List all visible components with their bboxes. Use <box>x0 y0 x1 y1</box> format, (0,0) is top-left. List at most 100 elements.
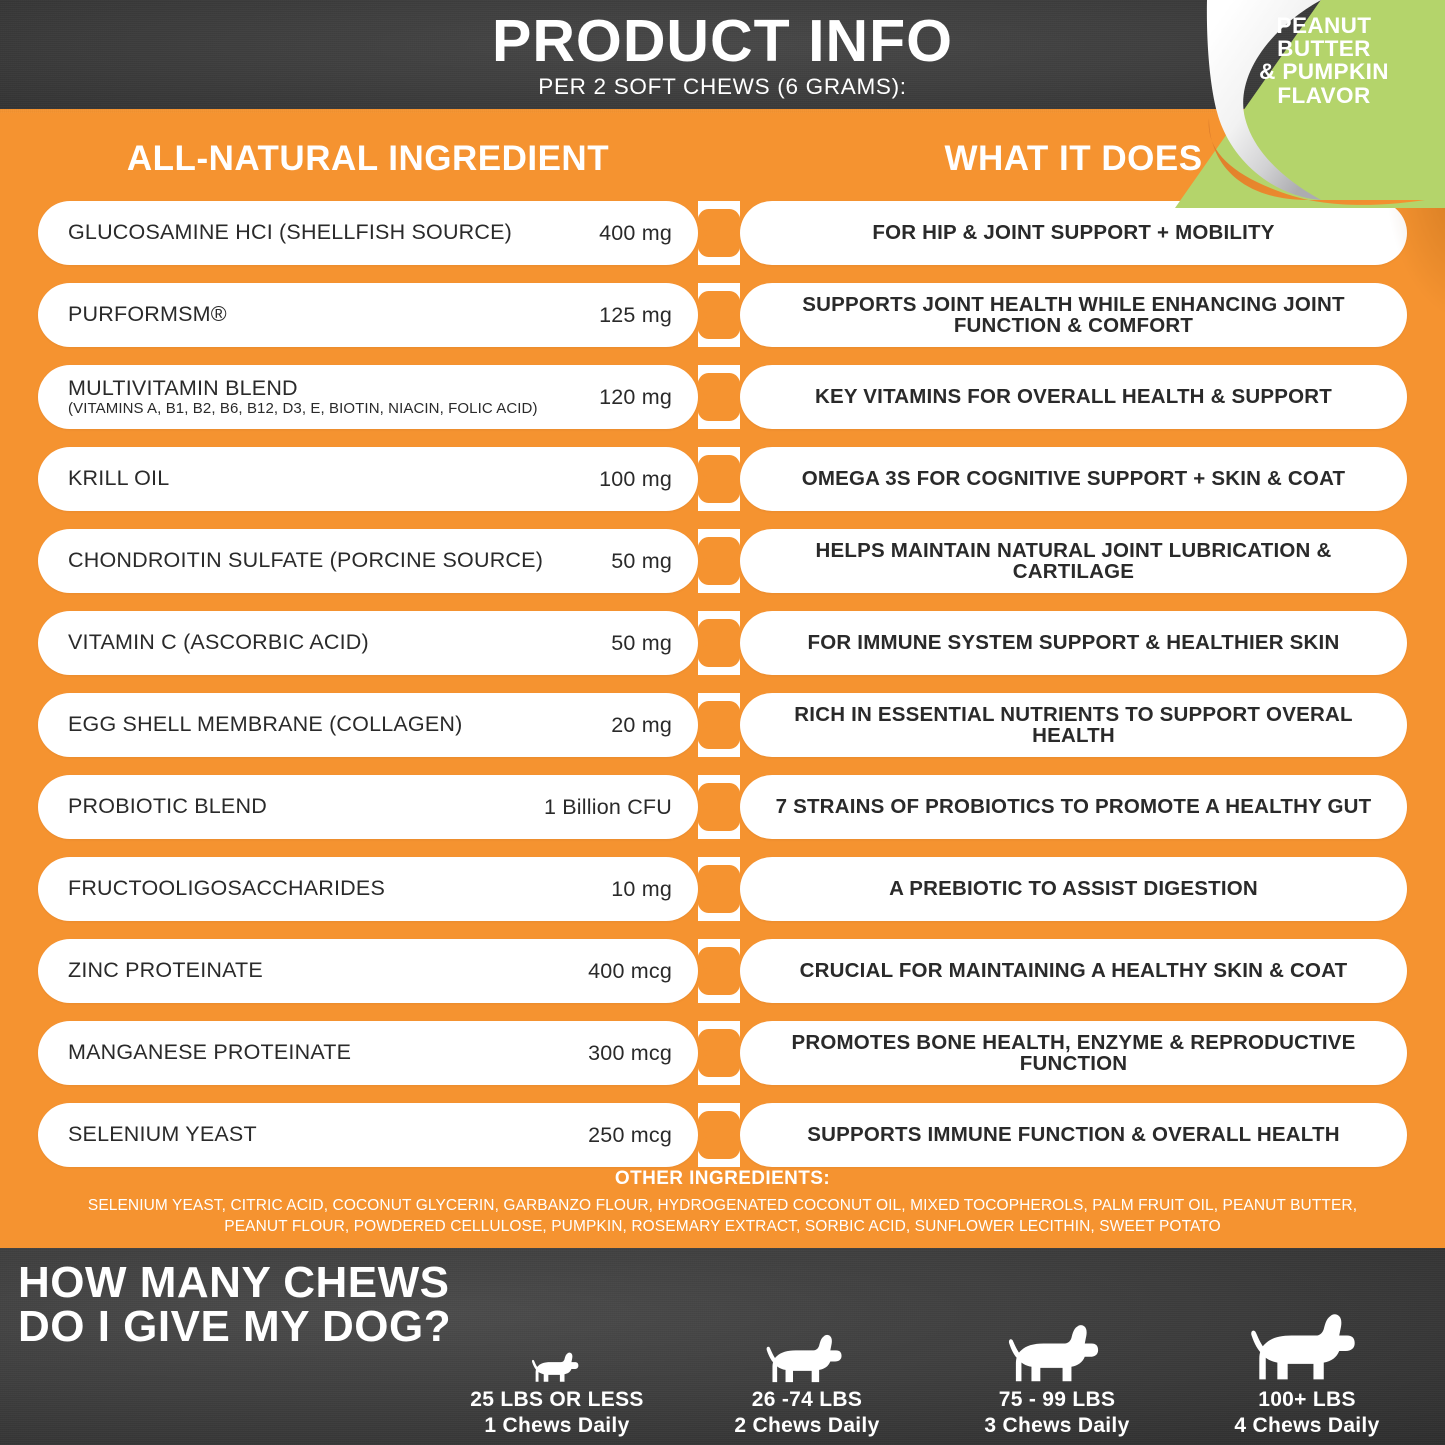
row-connector <box>698 1021 740 1085</box>
ingredient-cell: PROBIOTIC BLEND 1 Billion CFU <box>38 775 698 839</box>
benefit-cell: RICH IN ESSENTIAL NUTRIENTS TO SUPPORT O… <box>740 693 1407 757</box>
column-header-ingredient: ALL-NATURAL INGREDIENT <box>126 139 610 178</box>
table-row: MANGANESE PROTEINATE 300 mcg PROMOTES BONE… <box>0 1021 1445 1103</box>
large-dog-icon <box>1008 1325 1099 1382</box>
row-connector <box>698 611 740 675</box>
benefit-cell: FOR IMMUNE SYSTEM SUPPORT & HEALTHIER SK… <box>740 611 1407 675</box>
ingredient-amount: 50 mg <box>611 548 672 573</box>
other-ingredients-list: SELENIUM YEAST, CITRIC ACID, COCONUT GLY… <box>0 1196 1445 1238</box>
dosage-chart: 25 LBS OR LESS 1 Chews Daily 26 -74 LBS 2 C… <box>432 1263 1432 1438</box>
page-curl-icon <box>1206 0 1425 205</box>
benefit-cell: KEY VITAMINS FOR OVERALL HEALTH & SUPPOR… <box>740 365 1407 429</box>
footer-divider <box>0 1243 1445 1248</box>
row-connector <box>698 529 740 593</box>
flavor-corner-tag: PEANUT BUTTER & PUMPKIN FLAVOR <box>1175 0 1445 208</box>
benefit-text: 7 STRAINS OF PROBIOTICS TO PROMOTE A HEA… <box>775 795 1372 819</box>
table-row: KRILL OIL 100 mg OMEGA 3S FOR COGNITIVE SU… <box>0 447 1445 529</box>
column-header-what-it-does: WHAT IT DOES <box>944 139 1203 178</box>
row-connector <box>698 693 740 757</box>
flavor-tag-text: PEANUT BUTTER & PUMPKIN FLAVOR <box>1219 14 1429 107</box>
row-connector <box>698 1103 740 1167</box>
ingredient-name: KRILL OIL <box>68 467 169 490</box>
benefit-cell: A PREBIOTIC TO ASSIST DIGESTION <box>740 857 1407 921</box>
benefit-cell: CRUCIAL FOR MAINTAINING A HEALTHY SKIN &… <box>740 939 1407 1003</box>
xlarge-dog-icon <box>1251 1314 1355 1380</box>
dosage-weight-range: 25 LBS OR LESS <box>470 1388 644 1412</box>
benefit-text: FOR HIP & JOINT SUPPORT + MOBILITY <box>872 221 1275 245</box>
dosage-weight-range: 26 -74 LBS <box>751 1388 863 1412</box>
ingredient-amount: 120 mg <box>599 384 672 409</box>
ingredient-cell: CHONDROITIN SULFATE (PORCINE SOURCE) 50 m… <box>38 529 698 593</box>
ingredient-name: PURFORMSM® <box>68 303 227 326</box>
other-ingredients-heading: OTHER INGREDIENTS: <box>614 1168 831 1189</box>
ingredient-amount: 10 mg <box>611 876 672 901</box>
other-ingredients-section: OTHER INGREDIENTS: SELENIUM YEAST, CITRI… <box>0 1168 1445 1238</box>
benefit-text: PROMOTES BONE HEALTH, ENZYME & REPRODUCT… <box>791 1030 1356 1075</box>
benefit-cell: SUPPORTS JOINT HEALTH WHILE ENHANCING JO… <box>740 283 1407 347</box>
ingredient-name: PROBIOTIC BLEND <box>68 795 267 818</box>
row-connector <box>698 201 740 265</box>
ingredient-name-text: VITAMIN C (ASCORBIC ACID) <box>68 630 369 655</box>
ingredient-name-text: PROBIOTIC BLEND <box>68 794 267 819</box>
benefit-text: KEY VITAMINS FOR OVERALL HEALTH & SUPPOR… <box>815 385 1332 409</box>
row-connector <box>698 447 740 511</box>
ingredient-name: MANGANESE PROTEINATE <box>68 1041 351 1064</box>
benefit-cell: FOR HIP & JOINT SUPPORT + MOBILITY <box>740 201 1407 265</box>
benefit-cell: PROMOTES BONE HEALTH, ENZYME & REPRODUCT… <box>740 1021 1407 1085</box>
table-row: GLUCOSAMINE HCI (SHELLFISH SOURCE) 400 mg… <box>0 201 1445 283</box>
benefit-cell: SUPPORTS IMMUNE FUNCTION & OVERALL HEALT… <box>740 1103 1407 1167</box>
ingredient-name-text: ZINC PROTEINATE <box>68 958 263 983</box>
dosage-daily-amount: 1 Chews Daily <box>484 1413 630 1437</box>
ingredient-cell: VITAMIN C (ASCORBIC ACID) 50 mg <box>38 611 698 675</box>
ingredient-amount: 50 mg <box>611 630 672 655</box>
ingredient-table: GLUCOSAMINE HCI (SHELLFISH SOURCE) 400 mg… <box>0 201 1445 1185</box>
ingredient-cell: FRUCTOOLIGOSACCHARIDES 10 mg <box>38 857 698 921</box>
ingredient-name-text: CHONDROITIN SULFATE (PORCINE SOURCE) <box>68 548 544 573</box>
dosage-weight-range: 75 - 99 LBS <box>998 1388 1116 1412</box>
table-column-headers: ALL-NATURAL INGREDIENT WHAT IT DOES <box>0 113 1445 201</box>
benefit-text: A PREBIOTIC TO ASSIST DIGESTION <box>889 877 1258 901</box>
flavor-line-2: BUTTER <box>1277 36 1371 62</box>
dosage-daily-amount: 4 Chews Daily <box>1234 1413 1380 1437</box>
ingredient-name-text: MANGANESE PROTEINATE <box>68 1040 352 1065</box>
table-row: CHONDROITIN SULFATE (PORCINE SOURCE) 50 m… <box>0 529 1445 611</box>
row-connector <box>698 365 740 429</box>
ingredient-amount: 400 mcg <box>588 958 672 983</box>
ingredient-amount: 100 mg <box>599 466 672 491</box>
ingredient-name-text: PURFORMSM® <box>68 302 227 327</box>
ingredient-cell: ZINC PROTEINATE 400 mcg <box>38 939 698 1003</box>
ingredient-cell: GLUCOSAMINE HCI (SHELLFISH SOURCE) 400 mg <box>38 201 698 265</box>
ingredient-name-text: KRILL OIL <box>68 466 170 491</box>
dosage-item: 25 LBS OR LESS 1 Chews Daily <box>432 1263 682 1438</box>
table-row: SELENIUM YEAST 250 mcg SUPPORTS IMMUNE FUN… <box>0 1103 1445 1185</box>
row-connector <box>698 775 740 839</box>
ingredient-amount: 125 mg <box>599 302 672 327</box>
benefit-text: CRUCIAL FOR MAINTAINING A HEALTHY SKIN &… <box>799 959 1348 983</box>
ingredient-name-text: MULTIVITAMIN BLEND <box>68 375 298 400</box>
ingredient-cell: PURFORMSM® 125 mg <box>38 283 698 347</box>
dosage-question-line-2: DO I GIVE MY DOG? <box>18 1302 452 1351</box>
ingredient-amount: 250 mcg <box>588 1122 672 1147</box>
page-title: PRODUCT INFO <box>491 8 954 74</box>
row-connector <box>698 857 740 921</box>
ingredient-name-text: FRUCTOOLIGOSACCHARIDES <box>68 876 385 901</box>
ingredient-name: EGG SHELL MEMBRANE (COLLAGEN) <box>68 713 462 736</box>
small-dog-icon <box>532 1352 579 1382</box>
ingredient-cell: KRILL OIL 100 mg <box>38 447 698 511</box>
benefit-text: SUPPORTS IMMUNE FUNCTION & OVERALL HEALT… <box>807 1123 1340 1147</box>
ingredient-name: GLUCOSAMINE HCI (SHELLFISH SOURCE) <box>68 221 512 244</box>
ingredient-amount: 1 Billion CFU <box>543 794 672 819</box>
header-divider <box>0 109 1445 113</box>
benefit-cell: HELPS MAINTAIN NATURAL JOINT LUBRICATION… <box>740 529 1407 593</box>
other-ingredients-line-1: SELENIUM YEAST, CITRIC ACID, COCONUT GLY… <box>87 1197 1358 1214</box>
other-ingredients-line-2: PEANUT FLOUR, POWDERED CELLULOSE, PUMPKI… <box>224 1217 1221 1235</box>
dosage-footer: HOW MANY CHEWS DO I GIVE MY DOG? 25 LBS … <box>0 1243 1445 1445</box>
table-row: VITAMIN C (ASCORBIC ACID) 50 mg FOR IMMUNE… <box>0 611 1445 693</box>
dosage-daily-amount: 2 Chews Daily <box>734 1413 880 1437</box>
ingredient-name-text: EGG SHELL MEMBRANE (COLLAGEN) <box>68 712 463 737</box>
dosage-question: HOW MANY CHEWS DO I GIVE MY DOG? <box>18 1261 451 1349</box>
dosage-item: 75 - 99 LBS 3 Chews Daily <box>932 1263 1182 1438</box>
medium-dog-icon <box>766 1334 842 1383</box>
benefit-text: OMEGA 3S FOR COGNITIVE SUPPORT + SKIN & … <box>801 467 1346 491</box>
flavor-line-3: & PUMPKIN <box>1259 59 1389 85</box>
